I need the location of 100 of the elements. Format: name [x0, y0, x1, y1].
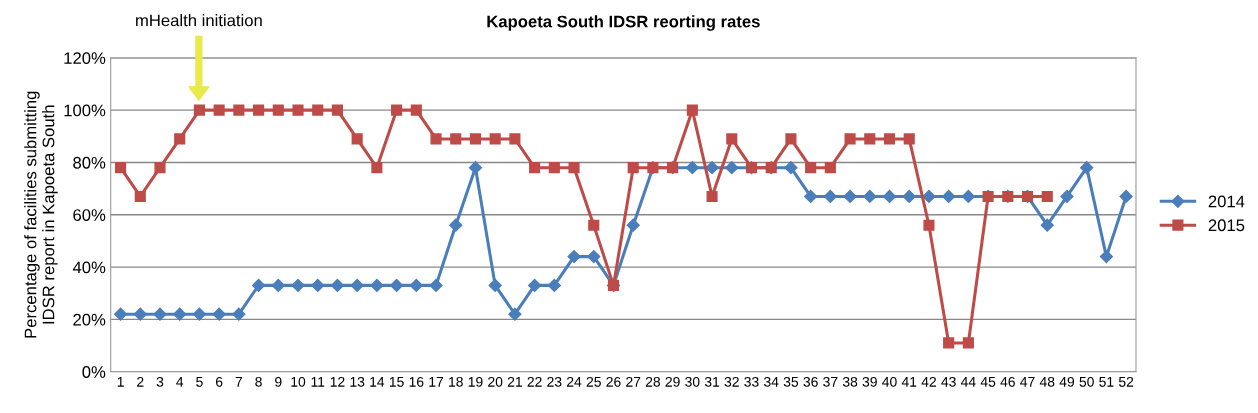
- y-tick-label: 20%: [73, 313, 106, 326]
- point: [469, 133, 482, 145]
- point: [863, 189, 877, 204]
- point: [1040, 218, 1054, 232]
- point: [430, 133, 442, 145]
- x-tick-label: 51: [1099, 377, 1114, 387]
- point: [390, 278, 404, 292]
- x-tick-label: 13: [350, 376, 365, 387]
- point: [272, 104, 284, 116]
- point: [468, 161, 483, 175]
- x-tick-label: 17: [429, 377, 444, 387]
- x-tick-label: 30: [685, 376, 700, 387]
- point: [843, 189, 857, 204]
- x-tick-label: 41: [901, 377, 917, 387]
- point: [292, 104, 304, 116]
- x-tick-label: 29: [665, 376, 680, 387]
- x-tick-label: 24: [567, 376, 582, 387]
- point: [429, 278, 443, 292]
- point: [233, 104, 245, 116]
- point: [587, 250, 601, 264]
- point: [685, 161, 699, 175]
- x-tick-label: 20: [488, 376, 503, 387]
- x-tick-label: 23: [547, 376, 562, 387]
- x-tick-label: 31: [704, 376, 720, 387]
- x-tick-label: 39: [862, 376, 877, 387]
- x-tick-label: 18: [449, 376, 463, 387]
- x-tick-label: 21: [507, 376, 522, 387]
- point: [370, 278, 384, 292]
- point: [213, 104, 225, 116]
- point: [804, 189, 818, 204]
- point: [1060, 189, 1074, 204]
- x-tick-label: 35: [783, 376, 799, 387]
- point: [488, 278, 502, 292]
- x-tick-label: 4: [176, 377, 184, 387]
- point: [331, 104, 344, 116]
- point: [706, 190, 718, 203]
- point: [251, 278, 266, 292]
- x-tick-label: 2: [137, 376, 144, 387]
- point: [192, 307, 207, 321]
- point: [509, 133, 521, 145]
- text: mHealth initiation: [136, 14, 262, 27]
- x-tick-label: 47: [1020, 377, 1035, 387]
- x-tick-label: 43: [941, 376, 956, 387]
- legend-label: 2014: [1208, 195, 1245, 208]
- x-tick-label: 27: [626, 376, 641, 387]
- y-tick-label: 120%: [64, 52, 106, 65]
- point: [844, 133, 856, 145]
- point: [371, 162, 383, 174]
- point: [547, 278, 561, 292]
- x-tick-label: 12: [330, 376, 345, 387]
- point: [450, 133, 462, 145]
- point: [626, 218, 640, 232]
- x-tick-label: 44: [960, 377, 976, 387]
- x-tick-label: 22: [527, 376, 542, 387]
- point: [567, 250, 581, 264]
- point: [410, 104, 422, 116]
- point: [568, 162, 580, 174]
- x-tick-label: 50: [1079, 376, 1094, 387]
- point: [173, 307, 187, 321]
- point: [113, 307, 128, 321]
- x-tick-label: 34: [764, 376, 779, 387]
- point: [784, 161, 798, 175]
- x-tick-label: 45: [980, 377, 996, 387]
- x-tick-label: 25: [586, 376, 601, 387]
- point: [942, 189, 956, 204]
- x-tick-label: 46: [1000, 376, 1015, 387]
- point: [922, 189, 936, 204]
- point: [153, 307, 167, 321]
- point: [154, 162, 166, 174]
- point: [548, 162, 560, 174]
- point: [943, 337, 955, 349]
- point: [212, 307, 226, 321]
- y-tick-label: 40%: [72, 261, 106, 274]
- x-tick-label: 1: [117, 377, 124, 387]
- point: [686, 104, 698, 116]
- x-tick-label: 6: [215, 376, 223, 387]
- x-tick-label: 38: [842, 376, 858, 387]
- x-tick-label: 11: [311, 377, 325, 387]
- point: [785, 133, 797, 145]
- point: [883, 133, 896, 145]
- x-tick-label: 7: [235, 377, 243, 387]
- y-tick-label: 0%: [82, 366, 106, 378]
- x-tick-label: 42: [921, 376, 936, 387]
- y-tick-label: 100%: [64, 104, 106, 117]
- point: [923, 219, 935, 231]
- point: [725, 161, 739, 175]
- x-tick-label: 33: [744, 376, 759, 387]
- point: [489, 133, 501, 145]
- x-tick-label: 19: [468, 376, 483, 387]
- y-axis-title: Percentage of facilities submitting IDSR report in Kapoeta South: [24, 91, 58, 338]
- point: [193, 104, 205, 116]
- point: [864, 133, 876, 145]
- point: [253, 104, 265, 116]
- point: [232, 307, 246, 321]
- point: [449, 218, 463, 232]
- x-tick-label: 15: [389, 377, 404, 387]
- legend-label: 2015: [1208, 219, 1245, 232]
- x-tick-label: 26: [606, 376, 621, 387]
- point: [291, 278, 305, 292]
- point: [351, 133, 363, 145]
